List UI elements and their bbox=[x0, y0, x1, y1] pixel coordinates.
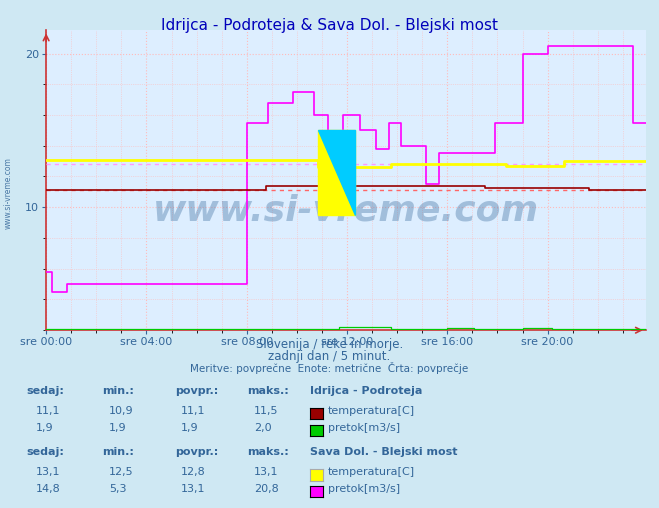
Text: temperatura[C]: temperatura[C] bbox=[328, 467, 415, 478]
Text: Idrijca - Podroteja: Idrijca - Podroteja bbox=[310, 386, 422, 396]
Text: 12,5: 12,5 bbox=[109, 467, 133, 478]
Text: maks.:: maks.: bbox=[247, 386, 289, 396]
Text: maks.:: maks.: bbox=[247, 447, 289, 457]
Text: 1,9: 1,9 bbox=[109, 423, 127, 433]
Text: Meritve: povprečne  Enote: metrične  Črta: povprečje: Meritve: povprečne Enote: metrične Črta:… bbox=[190, 362, 469, 374]
Text: povpr.:: povpr.: bbox=[175, 447, 218, 457]
Text: pretok[m3/s]: pretok[m3/s] bbox=[328, 484, 400, 494]
Text: Slovenija / reke in morje.: Slovenija / reke in morje. bbox=[256, 338, 403, 351]
Text: 11,1: 11,1 bbox=[181, 406, 206, 416]
Text: 13,1: 13,1 bbox=[181, 484, 206, 494]
Text: 12,8: 12,8 bbox=[181, 467, 206, 478]
Text: temperatura[C]: temperatura[C] bbox=[328, 406, 415, 416]
Text: www.si-vreme.com: www.si-vreme.com bbox=[153, 194, 539, 227]
Text: 11,5: 11,5 bbox=[254, 406, 278, 416]
Text: sedaj:: sedaj: bbox=[26, 447, 64, 457]
Text: 13,1: 13,1 bbox=[254, 467, 278, 478]
Text: pretok[m3/s]: pretok[m3/s] bbox=[328, 423, 400, 433]
Text: 2,0: 2,0 bbox=[254, 423, 272, 433]
Text: 20,8: 20,8 bbox=[254, 484, 279, 494]
Text: 14,8: 14,8 bbox=[36, 484, 61, 494]
Text: 10,9: 10,9 bbox=[109, 406, 133, 416]
Text: povpr.:: povpr.: bbox=[175, 386, 218, 396]
Text: 1,9: 1,9 bbox=[36, 423, 54, 433]
Text: 13,1: 13,1 bbox=[36, 467, 61, 478]
Bar bbox=[318, 131, 355, 215]
Text: min.:: min.: bbox=[102, 386, 134, 396]
Polygon shape bbox=[318, 131, 355, 215]
Text: 1,9: 1,9 bbox=[181, 423, 199, 433]
Text: 11,1: 11,1 bbox=[36, 406, 61, 416]
Text: sedaj:: sedaj: bbox=[26, 386, 64, 396]
Text: Sava Dol. - Blejski most: Sava Dol. - Blejski most bbox=[310, 447, 457, 457]
Text: 5,3: 5,3 bbox=[109, 484, 127, 494]
Text: zadnji dan / 5 minut.: zadnji dan / 5 minut. bbox=[268, 350, 391, 363]
Text: min.:: min.: bbox=[102, 447, 134, 457]
Text: www.si-vreme.com: www.si-vreme.com bbox=[4, 157, 13, 229]
Text: Idrijca - Podroteja & Sava Dol. - Blejski most: Idrijca - Podroteja & Sava Dol. - Blejsk… bbox=[161, 18, 498, 33]
